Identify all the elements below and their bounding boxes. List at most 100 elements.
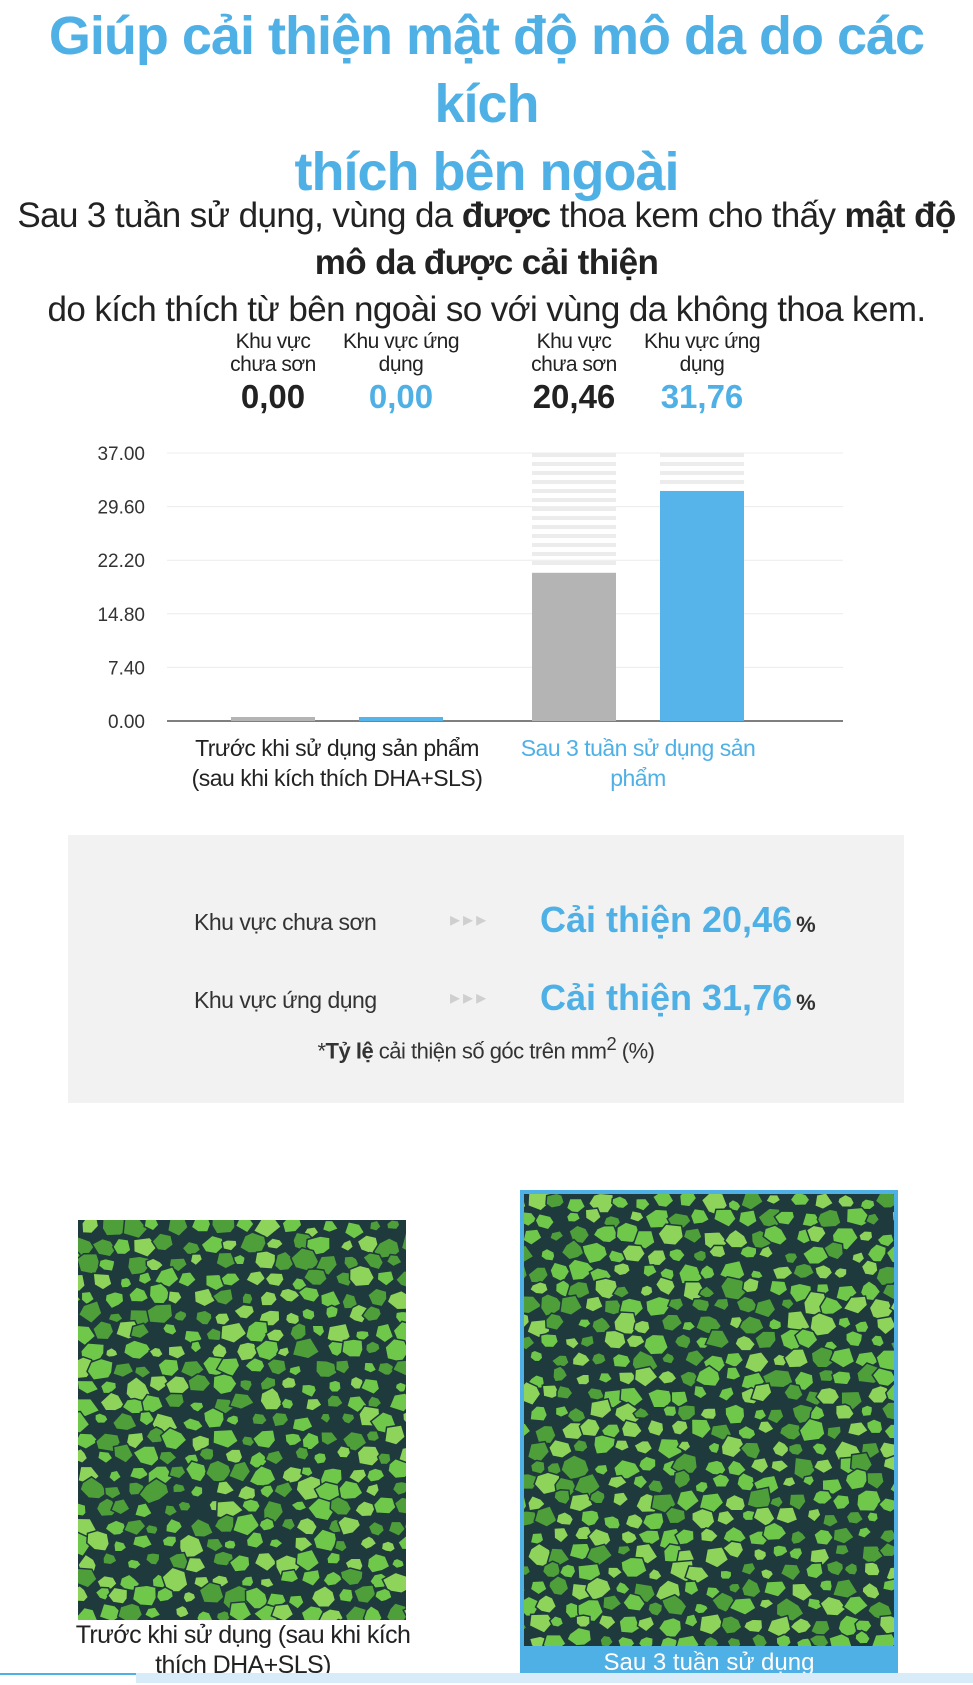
summary-area-label: Khu vực ứng dụng xyxy=(194,987,377,1014)
summary-area-label: Khu vực chưa sơn xyxy=(194,909,376,936)
footnote-superscript: 2 xyxy=(606,1033,616,1054)
skin-cell xyxy=(541,1334,559,1348)
bar-unpainted xyxy=(231,717,315,721)
skin-cell xyxy=(295,1447,309,1461)
bar-placeholder-stripe xyxy=(660,471,744,475)
footnote-asterisk: * xyxy=(317,1038,325,1063)
triple-arrow-icon: ▸▸▸ xyxy=(450,985,489,1010)
skin-cell xyxy=(867,1512,879,1523)
skin-cell xyxy=(530,1350,543,1362)
skin-cell xyxy=(316,1360,337,1377)
skin-cell xyxy=(684,1614,698,1628)
skin-cell xyxy=(634,1320,650,1334)
skin-cell xyxy=(861,1405,873,1417)
skin-cell xyxy=(242,1293,253,1305)
skin-cell xyxy=(835,1545,850,1556)
bar-placeholder-stripe xyxy=(532,480,616,484)
page-headline: Giúp cải thiện mật độ mô da do các kích … xyxy=(0,2,973,206)
skin-cell xyxy=(708,1442,720,1454)
skin-cell xyxy=(819,1580,832,1592)
skin-cell xyxy=(644,1334,669,1355)
skin-cell xyxy=(727,1637,741,1646)
bar-placeholder-stripe xyxy=(532,462,616,466)
bar-placeholder-stripe xyxy=(532,516,616,520)
bar-placeholder-stripe xyxy=(660,462,744,466)
bar-placeholder-stripe xyxy=(532,453,616,457)
subtitle-bold-1: được xyxy=(462,196,551,235)
skin-cell xyxy=(612,1353,631,1367)
before-caption-line-1: Trước khi sử dụng (sau khi kích xyxy=(70,1620,416,1650)
bottom-tab-strip xyxy=(0,1673,973,1683)
skin-cell xyxy=(566,1212,580,1222)
skin-cell xyxy=(864,1562,880,1576)
bar-series-label: dụng xyxy=(627,353,777,376)
skin-cell xyxy=(531,1460,546,1474)
skin-cell xyxy=(725,1404,745,1424)
skin-cell-pattern-after xyxy=(524,1194,894,1646)
skin-cell xyxy=(118,1603,143,1620)
skin-cell xyxy=(342,1339,363,1357)
skin-cell xyxy=(271,1604,293,1620)
summary-row-unpainted: Khu vực chưa sơn ▸▸▸ Cải thiện 20,46% xyxy=(68,897,904,947)
skin-cell xyxy=(255,1251,276,1269)
skin-cell xyxy=(224,1540,236,1549)
bar-placeholder-stripe xyxy=(532,489,616,493)
skin-cell xyxy=(576,1615,590,1627)
bar-placeholder-stripe xyxy=(532,525,616,529)
skin-cell xyxy=(867,1419,883,1434)
skin-cell xyxy=(876,1266,894,1286)
x-category-label-line: phẩm xyxy=(458,763,818,793)
skin-cell xyxy=(871,1335,885,1347)
skin-cell xyxy=(381,1541,395,1552)
skin-cell xyxy=(281,1398,294,1410)
x-category-label-line: Sau 3 tuần sử dụng sản xyxy=(458,733,818,763)
bar-placeholder-stripe xyxy=(532,498,616,502)
skin-cell xyxy=(740,1246,757,1259)
skin-cell xyxy=(173,1483,186,1493)
bar-placeholder-stripe xyxy=(660,480,744,484)
skin-cell xyxy=(790,1194,810,1206)
skin-cell xyxy=(302,1308,315,1321)
skin-cell xyxy=(846,1331,863,1347)
percent-unit: % xyxy=(796,912,816,937)
subtitle-line-3: do kích thích từ bên ngoài so với vùng d… xyxy=(0,286,973,333)
bar-unpainted xyxy=(532,573,616,721)
skin-cell xyxy=(604,1516,621,1529)
summary-row-applied: Khu vực ứng dụng ▸▸▸ Cải thiện 31,76% xyxy=(68,975,904,1025)
skin-cell xyxy=(663,1406,677,1417)
y-tick-label: 7.40 xyxy=(108,658,145,679)
footnote-text: cải thiện số góc trên mm xyxy=(373,1038,606,1063)
skin-cell xyxy=(776,1507,798,1524)
skin-cell xyxy=(326,1305,339,1318)
headline-line-1: Giúp cải thiện mật độ mô da do các kích xyxy=(0,2,973,138)
y-tick-label: 14.80 xyxy=(97,605,145,626)
bar-series-label: Khu vực ứng xyxy=(326,330,476,353)
improvement-text: Cải thiện 31,76 xyxy=(540,977,792,1018)
skin-cell xyxy=(162,1536,177,1548)
skin-cell xyxy=(145,1524,158,1534)
skin-cell xyxy=(665,1507,686,1524)
bar-placeholder-stripe xyxy=(660,453,744,457)
skin-cell xyxy=(212,1220,235,1234)
skin-cell xyxy=(387,1220,400,1230)
skin-cell xyxy=(339,1588,354,1602)
skin-cell xyxy=(178,1501,191,1511)
skin-cell-pattern-before xyxy=(78,1220,406,1620)
y-tick-label: 29.60 xyxy=(97,498,145,519)
footnote: *Tỷ lệ cải thiện số góc trên mm2 (%) xyxy=(68,1033,904,1064)
skin-cell xyxy=(78,1254,100,1275)
footnote-tail: (%) xyxy=(616,1038,654,1063)
skin-cell xyxy=(832,1371,851,1385)
subtitle-text-2: thoa kem cho thấy xyxy=(550,196,844,235)
skin-cell xyxy=(78,1503,86,1517)
bar-value-label: 31,76 xyxy=(627,378,777,416)
y-tick-label: 22.20 xyxy=(97,551,145,572)
skin-cell xyxy=(120,1277,132,1288)
subtitle-line-1: Sau 3 tuần sử dụng, vùng da được thoa ke… xyxy=(0,192,973,286)
y-tick-label: 37.00 xyxy=(97,444,145,465)
bar-applied xyxy=(660,491,744,721)
bar-value-label: 0,00 xyxy=(326,378,476,416)
